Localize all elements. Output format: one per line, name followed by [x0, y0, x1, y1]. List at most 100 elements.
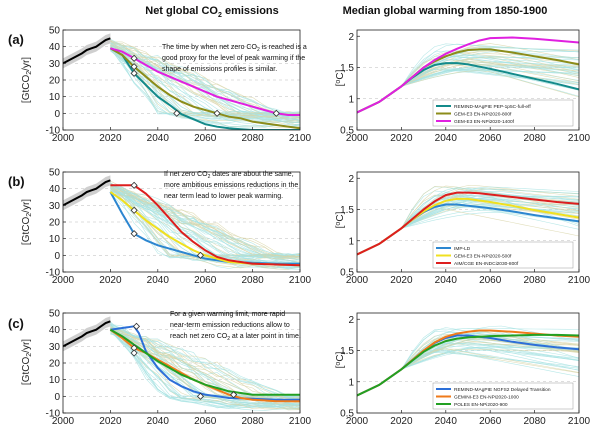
y-tick-label: 20 — [49, 218, 61, 229]
y-tick-label: -10 — [46, 409, 61, 420]
series-line-3 — [357, 333, 579, 397]
legend-box — [432, 241, 574, 269]
ensemble-line — [401, 333, 579, 370]
plot-area — [357, 36, 579, 114]
netzero-marker — [173, 109, 181, 117]
x-tick-label: 2060 — [479, 416, 502, 427]
y-tick-label: 10 — [49, 92, 61, 103]
x-tick-label: 2020 — [390, 416, 413, 427]
y-tick-label: 20 — [49, 76, 61, 87]
x-tick-label: 2080 — [523, 275, 546, 286]
panel-c-warming: 2000 2020 2040 2060 2080 2100 0.5 1 1.5 2 REMIND-M… — [340, 312, 591, 427]
legend-label: AIM/CGE EN-INDCi2030-800f — [454, 261, 519, 267]
svg-text:reach net zero CO2 at a later: reach net zero CO2 at a later point in t… — [170, 333, 301, 342]
y-tick-label: 1 — [348, 377, 354, 388]
axes-frame — [356, 312, 580, 414]
panel-b-emissions: 2000 2020 2040 2060 2080 2100 -10 0 10 20 30 40 50 — [46, 168, 312, 287]
x-tick-label: 2100 — [568, 275, 591, 286]
svg-text:shape of emissions profiles is: shape of emissions profiles is similar. — [162, 66, 277, 73]
svg-text:[oC]: [oC] — [335, 211, 346, 228]
svg-text:good proxy for the level of pe: good proxy for the level of peak warming… — [162, 55, 305, 62]
diamond-marker — [130, 349, 138, 357]
x-tick-label: 2020 — [390, 275, 413, 286]
ensemble-line — [110, 188, 300, 259]
y-tick-label: 10 — [49, 234, 61, 245]
y-tick-label: 50 — [49, 168, 61, 179]
x-tick-label: 2000 — [52, 416, 75, 427]
y-tick-label: 20 — [49, 359, 61, 370]
ensemble-line — [401, 352, 579, 374]
x-tick-label: 2000 — [52, 275, 75, 286]
svg-text:[GtCO2/yr]: [GtCO2/yr] — [21, 199, 33, 245]
ensemble-line — [401, 210, 579, 229]
history-line — [63, 320, 111, 348]
legend-label: GEM-E3 EN-NPi2020-800f — [454, 112, 512, 118]
ensemble-line — [110, 183, 300, 260]
ensemble-line — [110, 328, 300, 405]
x-tick-label: 2040 — [435, 275, 458, 286]
ensemble-line — [401, 352, 579, 370]
ensemble-line — [401, 70, 579, 98]
ensemble-line — [401, 196, 579, 229]
x-tick-label: 2060 — [479, 133, 502, 144]
ensemble-line — [110, 326, 300, 410]
axes-frame — [356, 171, 580, 273]
ensemble-line — [401, 327, 579, 370]
row-label-b: (b) — [8, 174, 25, 189]
y-tick-label: 50 — [49, 26, 61, 37]
x-tick-label: 2020 — [99, 133, 122, 144]
right-ylabel-b: [oC] — [335, 211, 346, 228]
y-tick-label: 1.5 — [340, 346, 354, 357]
ensemble-line — [110, 186, 300, 257]
y-tick-label: 0.5 — [340, 126, 354, 137]
diamond-marker — [196, 251, 205, 259]
legend-label: GEM-E3 EN-NPi2020-500f — [454, 254, 512, 260]
ensemble-line — [110, 329, 300, 398]
y-tick-label: 2 — [348, 32, 354, 43]
ensemble-line — [401, 212, 579, 230]
history-line — [63, 37, 111, 65]
plot-area — [63, 175, 300, 270]
left-ylabel-a: [GtCO2/yr] — [21, 57, 33, 103]
y-tick-label: 40 — [49, 325, 61, 336]
x-tick-label: 2040 — [435, 133, 458, 144]
ensemble-line — [401, 58, 579, 87]
series-line-3 — [110, 47, 300, 116]
ensemble-line — [110, 42, 300, 128]
ensemble-line — [110, 329, 300, 409]
history-line — [63, 179, 111, 207]
x-tick-label: 2040 — [435, 416, 458, 427]
x-tick-label: 2080 — [523, 133, 546, 144]
ensemble-line — [401, 328, 579, 370]
x-tick-label: 2100 — [568, 133, 591, 144]
ensemble-line — [110, 39, 300, 115]
ensemble-line — [401, 349, 579, 370]
ensemble-line — [110, 41, 300, 122]
diamond-marker — [130, 181, 138, 189]
ensemble-line — [110, 326, 300, 401]
diamond-marker — [130, 230, 138, 238]
ensemble-line — [401, 68, 579, 87]
svg-text:[oC]: [oC] — [335, 351, 346, 368]
x-tick-label: 2080 — [241, 133, 264, 144]
svg-text:For a given warming limit, mor: For a given warming limit, more rapid — [170, 311, 285, 318]
ensemble-line — [110, 43, 300, 120]
ensemble-line — [401, 69, 579, 87]
ensemble-line — [110, 328, 300, 406]
annotation-b: If net zero CO2 dates are about the same… — [164, 171, 298, 200]
panel-a-warming: 2000 2020 2040 2060 2080 2100 0.5 1 1.5 2 REMIND-M… — [340, 29, 591, 144]
svg-text:near-term emission reductions: near-term emission reductions allow to — [170, 322, 290, 329]
x-tick-label: 2000 — [346, 133, 369, 144]
svg-text:[GtCO2/yr]: [GtCO2/yr] — [21, 57, 33, 103]
x-tick-label: 2000 — [346, 416, 369, 427]
ensemble-line — [401, 348, 579, 370]
plot-area — [357, 185, 579, 256]
ensemble-line — [401, 187, 579, 229]
diamond-marker — [130, 206, 138, 214]
legend-label: REMIND-MAgPIE NGFS2 Delayed Transition — [454, 387, 551, 393]
y-tick-label: 50 — [49, 309, 61, 320]
legend-label: POLES EN-NPi2020-900 — [454, 402, 508, 408]
x-tick-label: 2020 — [99, 416, 122, 427]
panel-c-emissions: 2000 2020 2040 2060 2080 2100 -10 0 10 20 30 40 50 — [46, 309, 312, 428]
x-tick-label: 2040 — [147, 133, 170, 144]
